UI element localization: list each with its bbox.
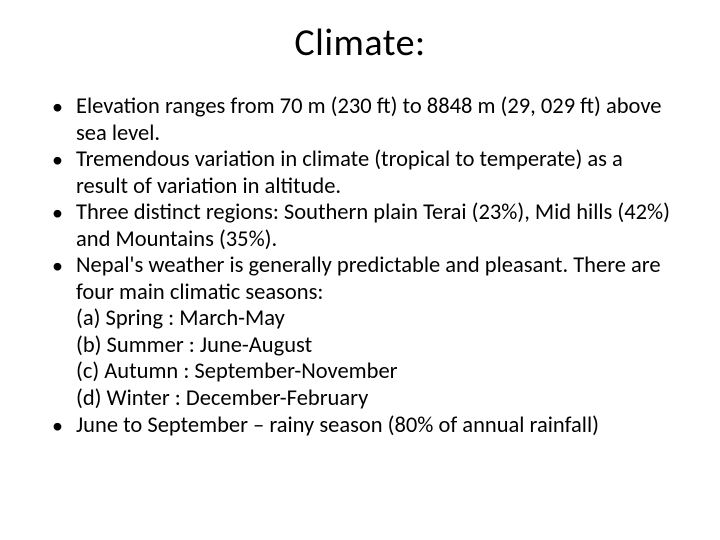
- bullet-item: Three distinct regions: Southern plain T…: [76, 200, 672, 253]
- bullet-text: June to September – rainy season (80% of…: [76, 412, 599, 439]
- bullet-item: Elevation ranges from 70 m (230 ft) to 8…: [76, 94, 672, 147]
- slide-title: Climate:: [48, 20, 672, 66]
- slide: Climate: Elevation ranges from 70 m (230…: [0, 0, 720, 540]
- bullet-text: Elevation ranges from 70 m (230 ft) to 8…: [76, 93, 661, 147]
- bullet-text: Nepal's weather is generally predictable…: [76, 252, 661, 306]
- bullet-text: Tremendous variation in climate (tropica…: [76, 146, 623, 200]
- bullet-item: Nepal's weather is generally predictable…: [76, 253, 672, 412]
- bullet-item: Tremendous variation in climate (tropica…: [76, 147, 672, 200]
- bullet-subline: (d) Winter : December-February: [76, 386, 672, 413]
- bullet-subline: (a) Spring : March-May: [76, 306, 672, 333]
- bullet-subline: (b) Summer : June-August: [76, 333, 672, 360]
- bullet-item: June to September – rainy season (80% of…: [76, 413, 672, 440]
- bullet-list: Elevation ranges from 70 m (230 ft) to 8…: [48, 94, 672, 439]
- bullet-subline: (c) Autumn : September-November: [76, 359, 672, 386]
- bullet-text: Three distinct regions: Southern plain T…: [76, 199, 670, 253]
- slide-content: Elevation ranges from 70 m (230 ft) to 8…: [48, 94, 672, 439]
